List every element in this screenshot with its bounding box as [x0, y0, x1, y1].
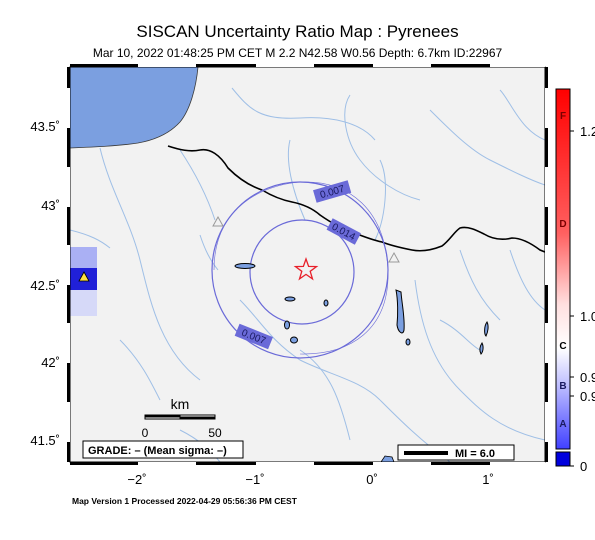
- sea-area: [70, 67, 199, 149]
- colorbar-tick-label: 0: [580, 459, 587, 474]
- lat-tick-label: 42.5˚: [30, 278, 60, 293]
- scale-bar-title: km: [171, 396, 190, 412]
- map-title: SISCAN Uncertainty Ratio Map : Pyrenees: [136, 22, 459, 41]
- colorbar-tick-label: 0.9: [580, 389, 595, 404]
- station-marker-east: [388, 251, 400, 263]
- station-marker-west: [212, 215, 224, 227]
- colorbar-below-swatch: [555, 451, 571, 467]
- lon-tick-label: −2˚: [127, 472, 146, 487]
- processed-footer: Map Version 1 Processed 2022-04-29 05:56…: [72, 496, 298, 506]
- lat-tick-label: 41.5˚: [30, 433, 60, 448]
- map-subtitle: Mar 10, 2022 01:48:25 PM CET M 2.2 N42.5…: [92, 46, 503, 60]
- contour-label-boxes: [234, 180, 361, 350]
- colorbar: [555, 88, 571, 450]
- lat-tick-label: 43.5˚: [30, 119, 60, 134]
- grid-cell: [70, 290, 97, 316]
- national-border: [167, 145, 545, 253]
- frame-checker: [67, 64, 548, 465]
- reservoirs: [234, 263, 489, 355]
- mi-legend-text: MI = 6.0: [455, 448, 495, 460]
- grade-box: [82, 440, 244, 459]
- grade-letter: B: [559, 381, 566, 392]
- colorbar-tick-label: 0.9: [580, 370, 595, 385]
- scale-bar-start: 0: [142, 426, 149, 440]
- rivers: [70, 87, 545, 462]
- grade-letter: F: [560, 111, 566, 122]
- lat-tick-label: 42˚: [41, 355, 60, 370]
- contour-label-box: [326, 218, 361, 245]
- contour-label-box: [234, 323, 273, 350]
- epicenter-star: [293, 257, 319, 281]
- contour-inner: [249, 219, 355, 325]
- grade-letter: A: [559, 419, 566, 430]
- contour-outer-2: [213, 181, 389, 355]
- colorbar-tick-label: 1.0: [580, 309, 595, 324]
- colorbar-tick-label: 1.2: [580, 124, 595, 139]
- contour-label-box: [313, 180, 352, 203]
- lat-tick-label: 43˚: [41, 198, 60, 213]
- lon-tick-label: 0˚: [366, 472, 378, 487]
- scale-bar: [144, 414, 216, 420]
- grade-letter: C: [559, 341, 566, 352]
- station-markers: [212, 215, 400, 263]
- station-marker-active: [78, 271, 90, 282]
- grade-letter: D: [559, 219, 566, 230]
- lon-tick-label: 1˚: [482, 472, 494, 487]
- lon-tick-label: −1˚: [245, 472, 264, 487]
- sea-area-south: [380, 455, 395, 462]
- grid-cell: [70, 247, 97, 269]
- colorbar-ticks: [570, 130, 574, 467]
- mi-legend-box: [397, 444, 515, 461]
- scale-bar-end: 50: [208, 426, 222, 440]
- grade-text: GRADE: – (Mean sigma: –): [88, 445, 227, 457]
